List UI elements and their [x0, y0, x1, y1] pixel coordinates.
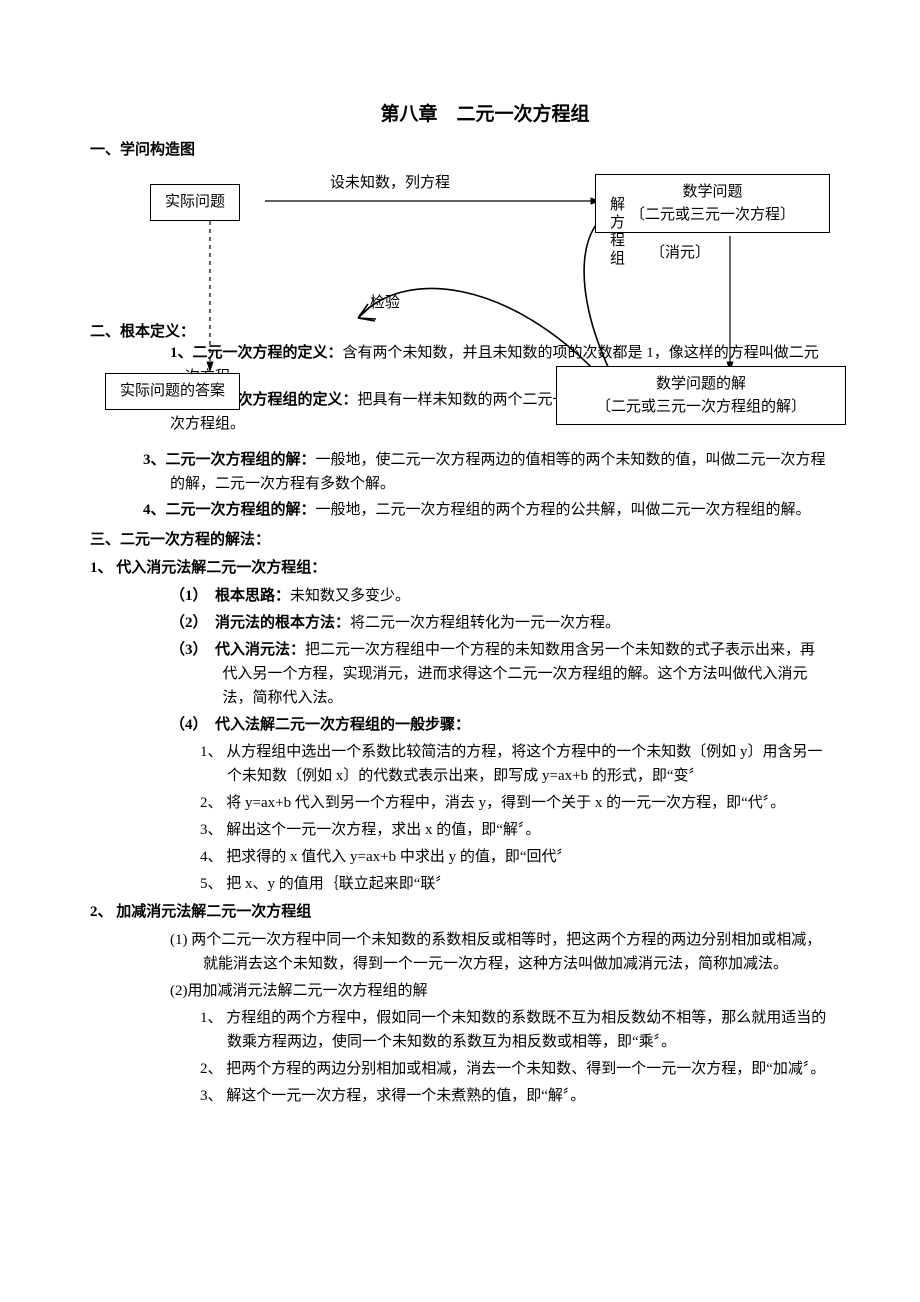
m1i1-body: 未知数又多变少。: [290, 588, 410, 604]
chapter-title: 第八章 二元一次方程组: [140, 100, 830, 130]
m1i2-body: 将二元一次方程组转化为一元一次方程。: [350, 615, 620, 631]
method1-items: （1） 根本思路：未知数又多变少。 （2） 消元法的根本方法：将二元一次方程组转…: [90, 584, 830, 737]
m1-step5: 5、 把 x、y 的值用｛联立起来即“联〞: [200, 872, 830, 896]
definitions-block: 3、二元一次方程组的解：一般地，使二元一次方程两边的值相等的两个未知数的值，叫做…: [90, 448, 830, 522]
box-math-line1: 数学问题: [610, 181, 815, 204]
structure-diagram: 实际问题 数学问题 〔二元或三元一次方程〕 实际问题的答案 数学问题的解 〔二元…: [90, 166, 830, 446]
def4-title: 二元一次方程组的解：: [166, 502, 316, 518]
m1i1-title: 根本思路：: [215, 588, 290, 604]
m1-item2: （2） 消元法的根本方法：将二元一次方程组转化为一元一次方程。: [170, 611, 830, 635]
m1i3-num: （3）: [170, 642, 200, 658]
m2-item1: (1) 两个二元一次方程中同一个未知数的系数相反或相等时，把这两个方程的两边分别…: [170, 928, 830, 976]
m2i2-num: (2): [170, 983, 188, 999]
method2-items: (1) 两个二元一次方程中同一个未知数的系数相反或相等时，把这两个方程的两边分别…: [90, 928, 830, 1003]
m1i4-num: （4）: [170, 717, 200, 733]
m1i2-num: （2）: [170, 615, 200, 631]
m1-step1: 1、 从方程组中选出一个系数比较简洁的方程，将这个方程中的一个未知数〔例如 y〕…: [200, 740, 830, 788]
m1-step3: 3、 解出这个一元一次方程，求出 x 的值，即“解〞。: [200, 818, 830, 842]
label-elimination: 〔消元〕: [650, 241, 710, 265]
label-check: 检验: [370, 291, 400, 315]
box-math-line2: 〔二元或三元一次方程〕: [610, 204, 815, 227]
m1i1-num: （1）: [170, 588, 200, 604]
box-actual-problem: 实际问题: [150, 184, 240, 221]
m1i3-body: 把二元一次方程组中一个方程的未知数用含另一个未知数的式子表示出来，再代入另一个方…: [223, 642, 816, 706]
m2-step3: 3、 解这个一元一次方程，求得一个未煮熟的值，即“解〞。: [200, 1084, 830, 1108]
label-set-unknowns: 设未知数，列方程: [330, 171, 450, 195]
box-math-problem: 数学问题 〔二元或三元一次方程〕: [595, 174, 830, 233]
method2-title: 2、 加减消元法解二元一次方程组: [90, 900, 830, 924]
methods-block: 三、二元一次方程的解法： 1、 代入消元法解二元一次方程组： （1） 根本思路：…: [90, 528, 830, 1108]
m2-item2: (2)用加减消元法解二元一次方程组的解: [170, 979, 830, 1003]
m1-step2: 2、 将 y=ax+b 代入到另一个方程中，消去 y，得到一个关于 x 的一元一…: [200, 791, 830, 815]
box-solution-line2: 〔二元或三元一次方程组的解〕: [571, 396, 831, 419]
box-solution-line1: 数学问题的解: [571, 373, 831, 396]
m1-item4: （4） 代入法解二元一次方程组的一般步骤：: [170, 713, 830, 737]
section1-title: 一、学问构造图: [90, 138, 830, 162]
def-4: 4、二元一次方程组的解：一般地，二元一次方程组的两个方程的公共解，叫做二元一次方…: [170, 498, 830, 522]
m2i1-body: 两个二元一次方程中同一个未知数的系数相反或相等时，把这两个方程的两边分别相加或相…: [191, 932, 821, 972]
label-solve-group: 解方程组: [610, 196, 626, 268]
box-math-solution: 数学问题的解 〔二元或三元一次方程组的解〕: [556, 366, 846, 425]
method1-steps: 1、 从方程组中选出一个系数比较简洁的方程，将这个方程中的一个未知数〔例如 y〕…: [90, 740, 830, 896]
document-page: 第八章 二元一次方程组 一、学问构造图 实际问题 数学问题 〔二元或三元一次方程…: [0, 0, 920, 1171]
m2-step1: 1、 方程组的两个方程中，假如同一个未知数的系数既不互为相反数幼不相等，那么就用…: [200, 1006, 830, 1054]
def4-num: 4、: [143, 502, 166, 518]
m2-step2: 2、 把两个方程的两边分别相加或相减，消去一个未知数、得到一个一元一次方程，即“…: [200, 1057, 830, 1081]
m2i2-body: 用加减消元法解二元一次方程组的解: [188, 983, 428, 999]
m1-item1: （1） 根本思路：未知数又多变少。: [170, 584, 830, 608]
m1i3-title: 代入消元法：: [215, 642, 305, 658]
method1-title: 1、 代入消元法解二元一次方程组：: [90, 556, 830, 580]
box-actual-answer: 实际问题的答案: [105, 373, 240, 410]
m1i4-title: 代入法解二元一次方程组的一般步骤：: [215, 717, 470, 733]
definitions-list: 3、二元一次方程组的解：一般地，使二元一次方程两边的值相等的两个未知数的值，叫做…: [90, 448, 830, 522]
section3-title: 三、二元一次方程的解法：: [90, 528, 830, 552]
m1-item3: （3） 代入消元法：把二元一次方程组中一个方程的未知数用含另一个未知数的式子表示…: [170, 638, 830, 710]
m2i1-num: (1): [170, 932, 188, 948]
m1i2-title: 消元法的根本方法：: [215, 615, 350, 631]
method2-steps: 1、 方程组的两个方程中，假如同一个未知数的系数既不互为相反数幼不相等，那么就用…: [90, 1006, 830, 1108]
def4-body: 一般地，二元一次方程组的两个方程的公共解，叫做二元一次方程组的解。: [316, 502, 811, 518]
m1-step4: 4、 把求得的 x 值代入 y=ax+b 中求出 y 的值，即“回代〞: [200, 845, 830, 869]
